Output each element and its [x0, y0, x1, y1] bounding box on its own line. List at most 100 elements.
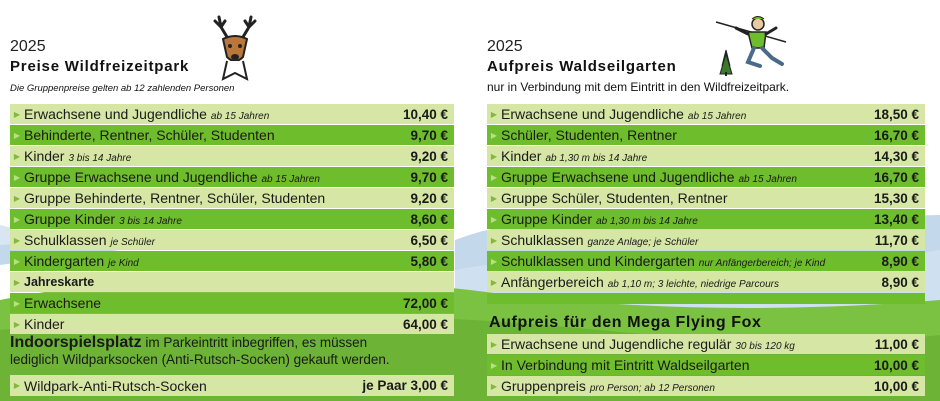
price-label: Erwachsene und Jugendliche ab 15 Jahren	[24, 106, 403, 122]
price-label-text: Gruppe Erwachsene und Jugendliche	[24, 169, 258, 185]
flying-fox-title: Aufpreis für den Mega Flying Fox	[489, 314, 762, 331]
row-arrow-icon: ▶	[13, 151, 21, 161]
price-label-text: In Verbindung mit Eintritt Waldseilgarte…	[501, 357, 750, 373]
climber-icon	[715, 16, 787, 76]
price-row: ▶ Jahreskarte	[10, 272, 454, 292]
row-arrow-icon: ▶	[490, 193, 498, 203]
price-value: 8,60 €	[410, 211, 448, 227]
price-label: Anfängerbereich ab 1,10 m; 3 leichte, nie…	[501, 274, 881, 290]
price-label: Schulklassen ganze Anlage; je Schüler	[501, 232, 875, 248]
row-arrow-icon: ▶	[13, 130, 21, 140]
flying-fox-table: ▶ Erwachsene und Jugendliche regulär 30 bi…	[487, 334, 925, 396]
price-label: Gruppe Kinder 3 bis 14 Jahre	[24, 211, 410, 227]
price-label: Gruppe Behinderte, Rentner, Schüler, Stu…	[24, 190, 410, 206]
price-value: 10,00 €	[873, 378, 919, 394]
right-price-table: ▶ Erwachsene und Jugendliche ab 15 Jahren 1…	[487, 104, 925, 304]
price-label-text: Gruppe Erwachsene und Jugendliche	[501, 169, 735, 185]
left-price-table: ▶ Erwachsene und Jugendliche ab 15 Jahren 1…	[10, 104, 454, 334]
price-row: ▶ Schulklassen je Schüler 6,50 €	[10, 230, 454, 250]
price-value: 72,00 €	[402, 295, 448, 311]
deer-head-icon	[213, 15, 257, 81]
price-label: Schulklassen und Kindergarten nur Anfänge…	[501, 253, 881, 269]
price-value: 15,30 €	[873, 190, 919, 206]
indoor-text-1: im Parkeintritt inbegriffen, es müssen	[145, 335, 368, 350]
row-arrow-icon: ▶	[13, 277, 21, 287]
price-label-text: Erwachsene und Jugendliche	[501, 106, 684, 122]
price-label-text: Erwachsene und Jugendliche regulär	[501, 336, 732, 352]
price-label: Kinder ab 1,30 m bis 14 Jahre	[501, 148, 874, 164]
price-label-text: Gruppenpreis	[501, 378, 586, 394]
price-value: 64,00 €	[402, 316, 448, 332]
price-label: Gruppe Erwachsene und Jugendliche ab 15 J…	[501, 169, 874, 185]
row-arrow-icon: ▶	[13, 172, 21, 182]
row-arrow-icon: ▶	[13, 109, 21, 119]
price-label: Gruppe Schüler, Studenten, Rentner	[501, 190, 874, 206]
price-label: Erwachsene und Jugendliche ab 15 Jahren	[501, 106, 874, 122]
price-label-note: 30 bis 120 kg	[735, 341, 795, 352]
price-label: Erwachsene	[24, 295, 403, 311]
left-year: 2025	[10, 38, 46, 55]
price-label-note: 3 bis 14 Jahre	[68, 153, 132, 164]
left-group-note: Die Gruppenpreise gelten ab 12 zahlenden…	[10, 83, 235, 94]
price-label: Erwachsene und Jugendliche regulär 30 bis…	[501, 336, 875, 352]
price-value: 10,40 €	[402, 106, 448, 122]
price-label: Kinder	[24, 316, 403, 332]
price-row: ▶ Schulklassen und Kindergarten nur Anfäng…	[487, 251, 925, 271]
right-title: Aufpreis Waldseilgarten	[487, 58, 677, 75]
price-label-text: Anfängerbereich	[501, 274, 604, 290]
price-label-text: Kinder	[24, 316, 65, 332]
right-year: 2025	[487, 38, 523, 55]
row-arrow-icon: ▶	[490, 360, 498, 370]
row-arrow-icon: ▶	[13, 319, 21, 329]
price-label: Kinder 3 bis 14 Jahre	[24, 148, 410, 164]
right-subtitle: nur in Verbindung mit dem Eintritt in de…	[487, 80, 790, 94]
price-row: ▶ Gruppe Erwachsene und Jugendliche ab 15 …	[487, 167, 925, 187]
row-arrow-icon: ▶	[13, 193, 21, 203]
price-row: ▶ Kindergarten je Kind 5,80 €	[10, 251, 454, 271]
price-label: Schüler, Studenten, Rentner	[501, 127, 874, 143]
row-arrow-icon: ▶	[13, 381, 21, 390]
indoor-info: Indoorspielsplatz im Parkeintritt inbegr…	[10, 334, 460, 368]
price-label-note: je Kind	[108, 258, 139, 269]
price-value: 13,40 €	[873, 211, 919, 227]
price-value: 6,50 €	[410, 232, 448, 248]
indoor-text-2: lediglich Wildparksocken (Anti-Rutsch-So…	[10, 352, 390, 367]
price-row: ▶ Erwachsene und Jugendliche regulär 30 bi…	[487, 334, 925, 354]
row-arrow-icon: ▶	[490, 109, 498, 119]
price-label-text: Schulklassen	[501, 232, 584, 248]
price-row: ▶ Kinder ab 1,30 m bis 14 Jahre 14,30 €	[487, 146, 925, 166]
price-label-note: ab 15 Jahren	[738, 174, 797, 185]
price-value: 9,70 €	[410, 169, 448, 185]
price-label-note: ab 15 Jahren	[687, 111, 747, 122]
price-row: ▶ Schüler, Studenten, Rentner 16,70 €	[487, 125, 925, 145]
price-label: Schulklassen je Schüler	[24, 232, 410, 248]
price-label-note: ganze Anlage; je Schüler	[587, 237, 699, 248]
price-value: 8,90 €	[881, 253, 919, 269]
price-label-note: je Schüler	[110, 237, 155, 248]
price-row: ▶ Kinder 64,00 €	[10, 314, 454, 334]
indoor-title: Indoorspielsplatz	[10, 334, 142, 351]
price-label-text: Jahreskarte	[24, 275, 95, 289]
price-label-text: Gruppe Schüler, Studenten, Rentner	[501, 190, 728, 206]
price-label-text: Behinderte, Rentner, Schüler, Studenten	[24, 127, 275, 143]
price-label-text: Erwachsene	[24, 295, 102, 311]
row-arrow-icon: ▶	[490, 381, 498, 391]
price-label-note: ab 1,30 m bis 14 Jahre	[596, 216, 698, 227]
price-label-text: Gruppe Kinder	[24, 211, 116, 227]
price-label-text: Schüler, Studenten, Rentner	[501, 127, 677, 143]
price-value: 16,70 €	[873, 127, 919, 143]
row-arrow-icon: ▶	[490, 339, 498, 349]
row-arrow-icon: ▶	[13, 256, 21, 266]
price-label-note: 3 bis 14 Jahre	[119, 216, 182, 227]
price-label-text: Gruppe Behinderte, Rentner, Schüler, Stu…	[24, 190, 326, 206]
socks-row: ▶ Wildpark-Anti-Rutsch-Socken je Paar 3,…	[10, 375, 454, 396]
price-row: ▶ Anfängerbereich ab 1,10 m; 3 leichte, ni…	[487, 272, 925, 292]
price-label: Gruppe Kinder ab 1,30 m bis 14 Jahre	[501, 211, 874, 227]
price-label-text: Kinder	[501, 148, 542, 164]
row-arrow-icon: ▶	[13, 214, 21, 224]
price-label: Jahreskarte	[24, 275, 448, 289]
price-row: ▶ Gruppe Kinder ab 1,30 m bis 14 Jahre 13,4…	[487, 209, 925, 229]
row-arrow-icon: ▶	[13, 298, 21, 308]
price-value: 9,20 €	[410, 190, 448, 206]
price-label-note: ab 1,30 m bis 14 Jahre	[545, 153, 648, 164]
